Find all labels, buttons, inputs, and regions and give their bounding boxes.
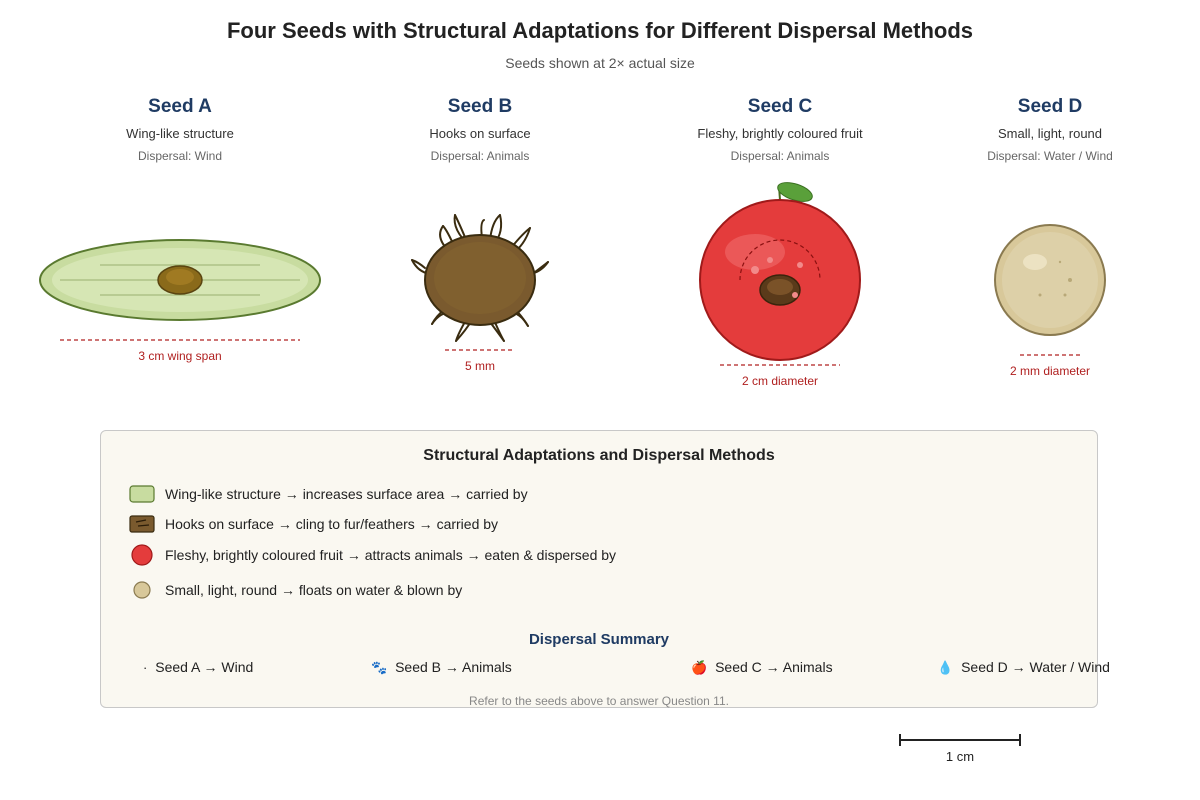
seed-a-name: Seed A: [148, 96, 212, 117]
legend-item-round-seed: Small, light, round → floats on water & …: [129, 579, 462, 601]
fruit-swatch-icon: [129, 544, 155, 566]
seed-illustrations: [39, 182, 1106, 366]
legend-item-label: Wing-like structure → increases surface …: [165, 486, 528, 502]
summary-item-seed-b: 🐾 Seed B → Animals: [371, 659, 512, 676]
legend-item-wing: Wing-like structure → increases surface …: [129, 483, 528, 505]
legend-item-fruit: Fleshy, brightly coloured fruit → attrac…: [129, 544, 616, 566]
panel-title: Structural Adaptations and Dispersal Met…: [423, 447, 775, 464]
seed-b-dispersal: Dispersal: Animals: [430, 149, 530, 163]
hooks-swatch-icon: [129, 514, 155, 534]
seed-c-scale-label: 2 cm diameter: [741, 374, 819, 388]
seed-b-header: Seed B Hooks on surface Dispersal: Anima…: [330, 96, 630, 163]
wind-icon: ·: [143, 660, 148, 675]
summary-item-label: Seed B → Animals: [395, 659, 512, 675]
seed-c-fruit-illustration: [699, 182, 861, 361]
apple-icon: 🍎: [691, 660, 708, 675]
seed-a-dispersal: Dispersal: Wind: [137, 149, 223, 163]
seed-d-name: Seed D: [1017, 96, 1083, 117]
seed-b-scale-label: 5 mm: [465, 359, 495, 373]
page-title: Four Seeds with Structural Adaptations f…: [226, 18, 974, 43]
legend-item-label: Hooks on surface → cling to fur/feathers…: [165, 516, 499, 532]
summary-title: Dispersal Summary: [528, 631, 670, 648]
seed-a-wing-illustration: [39, 239, 321, 321]
seed-c-dispersal: Dispersal: Animals: [730, 149, 830, 163]
summary-item-label: Seed A → Wind: [155, 659, 254, 675]
legend-item-label: Small, light, round → floats on water & …: [165, 582, 463, 598]
seed-a-structure: Wing-like structure: [126, 126, 234, 141]
round-seed-swatch-icon: [129, 580, 155, 600]
summary-item-seed-c: 🍎 Seed C → Animals: [691, 659, 833, 676]
water-drop-icon: 💧: [937, 660, 954, 675]
summary-item-seed-d: 💧 Seed D → Water / Wind: [937, 659, 1110, 676]
legend-item-hooks: Hooks on surface → cling to fur/feathers…: [129, 513, 498, 535]
seed-c-header: Seed C Fleshy, brightly coloured fruit D…: [630, 96, 930, 163]
seed-b-name: Seed B: [447, 96, 513, 117]
scale-bar: [899, 734, 1021, 746]
seed-a-scale-label: 3 cm wing span: [138, 349, 222, 363]
footnote: Refer to the seeds above to answer Quest…: [469, 694, 729, 708]
seed-b-structure: Hooks on surface: [429, 126, 531, 141]
seed-d-round-illustration: [994, 224, 1106, 336]
seed-d-dispersal: Dispersal: Water / Wind: [987, 149, 1113, 163]
scale-bar-label: 1 cm: [945, 749, 975, 764]
seed-d-structure: Small, light, round: [997, 126, 1103, 141]
summary-item-label: Seed C → Animals: [715, 659, 833, 675]
summary-item-label: Seed D → Water / Wind: [961, 659, 1110, 675]
adaptations-panel: Structural Adaptations and Dispersal Met…: [100, 430, 1110, 708]
seed-d-scale-label: 2 mm diameter: [1009, 364, 1091, 378]
wing-swatch-icon: [129, 484, 155, 504]
seed-a-header: Seed A Wing-like structure Dispersal: Wi…: [30, 96, 330, 163]
seed-c-structure: Fleshy, brightly coloured fruit: [697, 126, 863, 141]
summary-item-seed-a: · Seed A → Wind: [143, 659, 253, 675]
seed-d-header: Seed D Small, light, round Dispersal: Wa…: [900, 96, 1200, 163]
legend-item-label: Fleshy, brightly coloured fruit → attrac…: [165, 547, 617, 563]
seed-c-name: Seed C: [747, 96, 813, 117]
paw-prints-icon: 🐾: [371, 660, 388, 675]
page-subtitle: Seeds shown at 2× actual size: [505, 55, 695, 71]
